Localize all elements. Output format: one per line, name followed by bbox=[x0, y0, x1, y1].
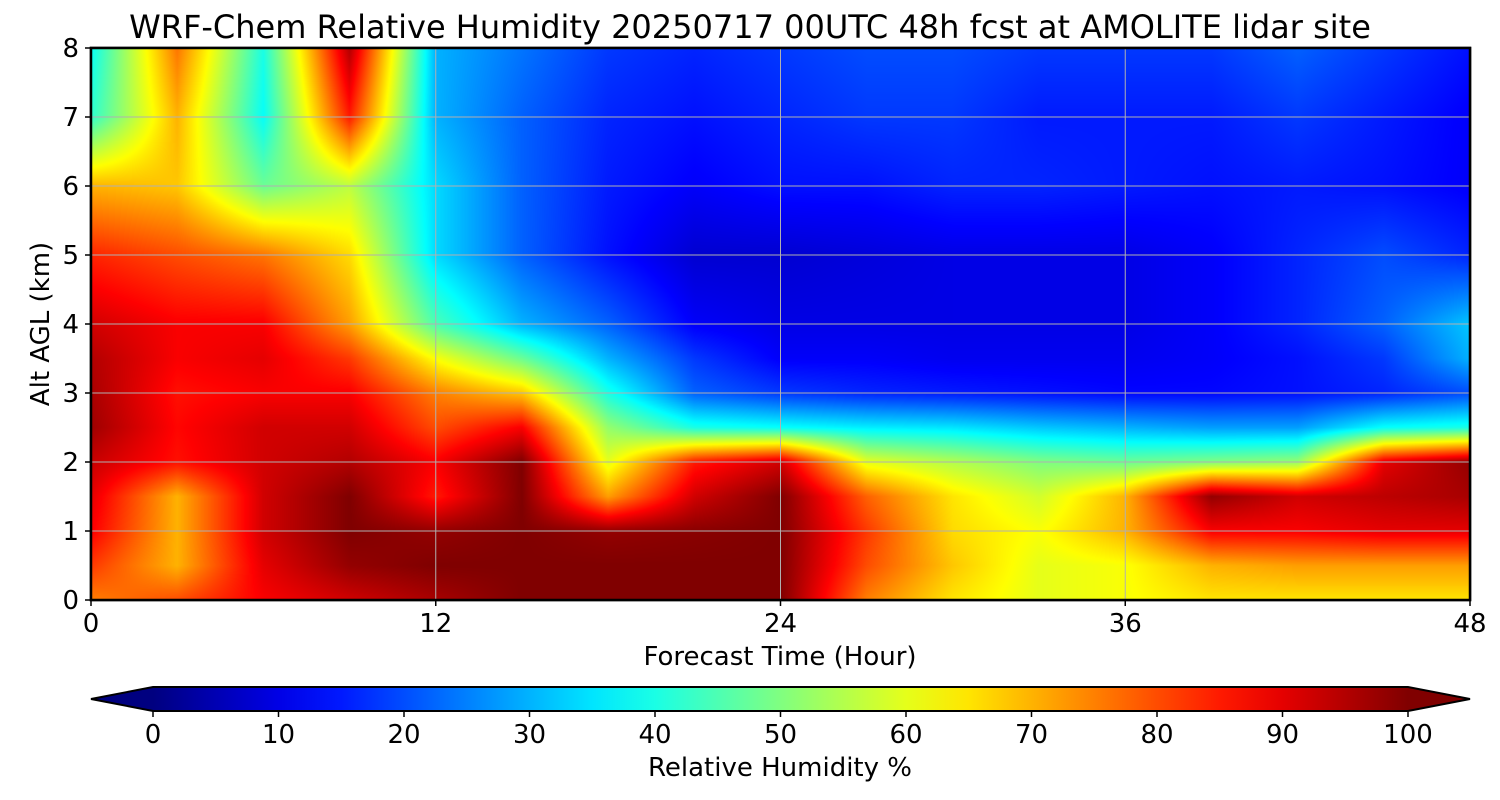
x-axis-label: Forecast Time (Hour) bbox=[643, 642, 916, 672]
colorbar-tick-label: 90 bbox=[1266, 720, 1299, 750]
y-tick-label: 5 bbox=[62, 241, 79, 271]
y-tick-label: 3 bbox=[62, 379, 79, 409]
colorbar-tick-label: 20 bbox=[387, 720, 420, 750]
y-tick-label: 1 bbox=[62, 517, 79, 547]
colorbar-tick-label: 100 bbox=[1383, 720, 1433, 750]
chart-title: WRF-Chem Relative Humidity 20250717 00UT… bbox=[129, 8, 1371, 46]
colorbar-tick-label: 60 bbox=[889, 720, 922, 750]
colorbar-gradient bbox=[153, 687, 1408, 711]
x-tick-label: 0 bbox=[83, 609, 100, 639]
x-axis: 0 12 24 36 48 bbox=[83, 600, 1487, 639]
colorbar-extend-low bbox=[91, 687, 153, 711]
colorbar-tick-label: 10 bbox=[262, 720, 295, 750]
y-tick-label: 0 bbox=[62, 586, 79, 616]
y-axis: 0 1 2 3 4 5 6 7 8 bbox=[62, 34, 91, 616]
y-axis-label: Alt AGL (km) bbox=[26, 242, 56, 406]
x-tick-label: 48 bbox=[1453, 609, 1486, 639]
colorbar-tick-label: 40 bbox=[638, 720, 671, 750]
x-tick-label: 36 bbox=[1109, 609, 1142, 639]
y-tick-label: 7 bbox=[62, 103, 79, 133]
colorbar-label: Relative Humidity % bbox=[648, 753, 912, 783]
colorbar: 0 10 20 30 40 50 60 70 80 90 100 bbox=[90, 686, 1471, 750]
colorbar-tick-label: 30 bbox=[513, 720, 546, 750]
x-tick-label: 12 bbox=[419, 609, 452, 639]
colorbar-extend-high bbox=[1408, 687, 1470, 711]
y-tick-label: 8 bbox=[62, 34, 79, 64]
y-tick-label: 6 bbox=[62, 172, 79, 202]
colorbar-tick-label: 80 bbox=[1140, 720, 1173, 750]
colorbar-tick-label: 70 bbox=[1015, 720, 1048, 750]
x-tick-label: 24 bbox=[764, 609, 797, 639]
y-tick-label: 4 bbox=[62, 310, 79, 340]
humidity-heatmap bbox=[91, 48, 1470, 600]
colorbar-tick-label: 50 bbox=[764, 720, 797, 750]
colorbar-tick-label: 0 bbox=[145, 720, 162, 750]
y-tick-label: 2 bbox=[62, 448, 79, 478]
